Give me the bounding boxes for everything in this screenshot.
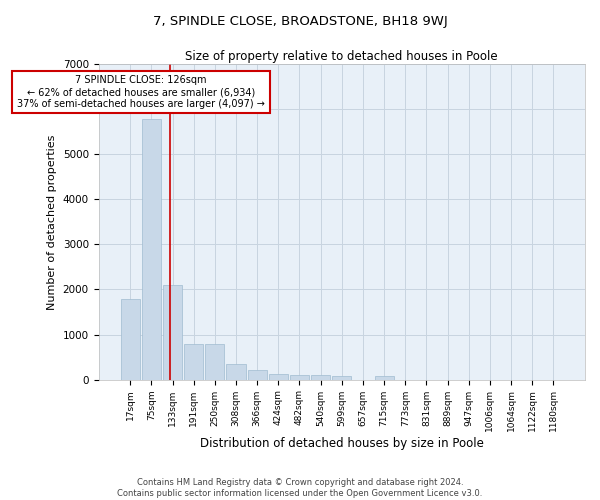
Bar: [290, 374, 309, 380]
Bar: [142, 119, 161, 380]
Bar: [121, 300, 140, 380]
Text: 7, SPINDLE CLOSE, BROADSTONE, BH18 9WJ: 7, SPINDLE CLOSE, BROADSTONE, BH18 9WJ: [152, 15, 448, 28]
Bar: [332, 376, 352, 380]
Bar: [184, 344, 203, 380]
Bar: [163, 286, 182, 380]
Text: 7 SPINDLE CLOSE: 126sqm
← 62% of detached houses are smaller (6,934)
37% of semi: 7 SPINDLE CLOSE: 126sqm ← 62% of detache…: [17, 76, 265, 108]
Bar: [248, 370, 266, 380]
Bar: [311, 375, 330, 380]
Title: Size of property relative to detached houses in Poole: Size of property relative to detached ho…: [185, 50, 498, 63]
Bar: [226, 364, 245, 380]
Y-axis label: Number of detached properties: Number of detached properties: [47, 134, 57, 310]
Bar: [269, 374, 288, 380]
Bar: [205, 344, 224, 380]
Bar: [374, 376, 394, 380]
Text: Contains HM Land Registry data © Crown copyright and database right 2024.
Contai: Contains HM Land Registry data © Crown c…: [118, 478, 482, 498]
X-axis label: Distribution of detached houses by size in Poole: Distribution of detached houses by size …: [200, 437, 484, 450]
